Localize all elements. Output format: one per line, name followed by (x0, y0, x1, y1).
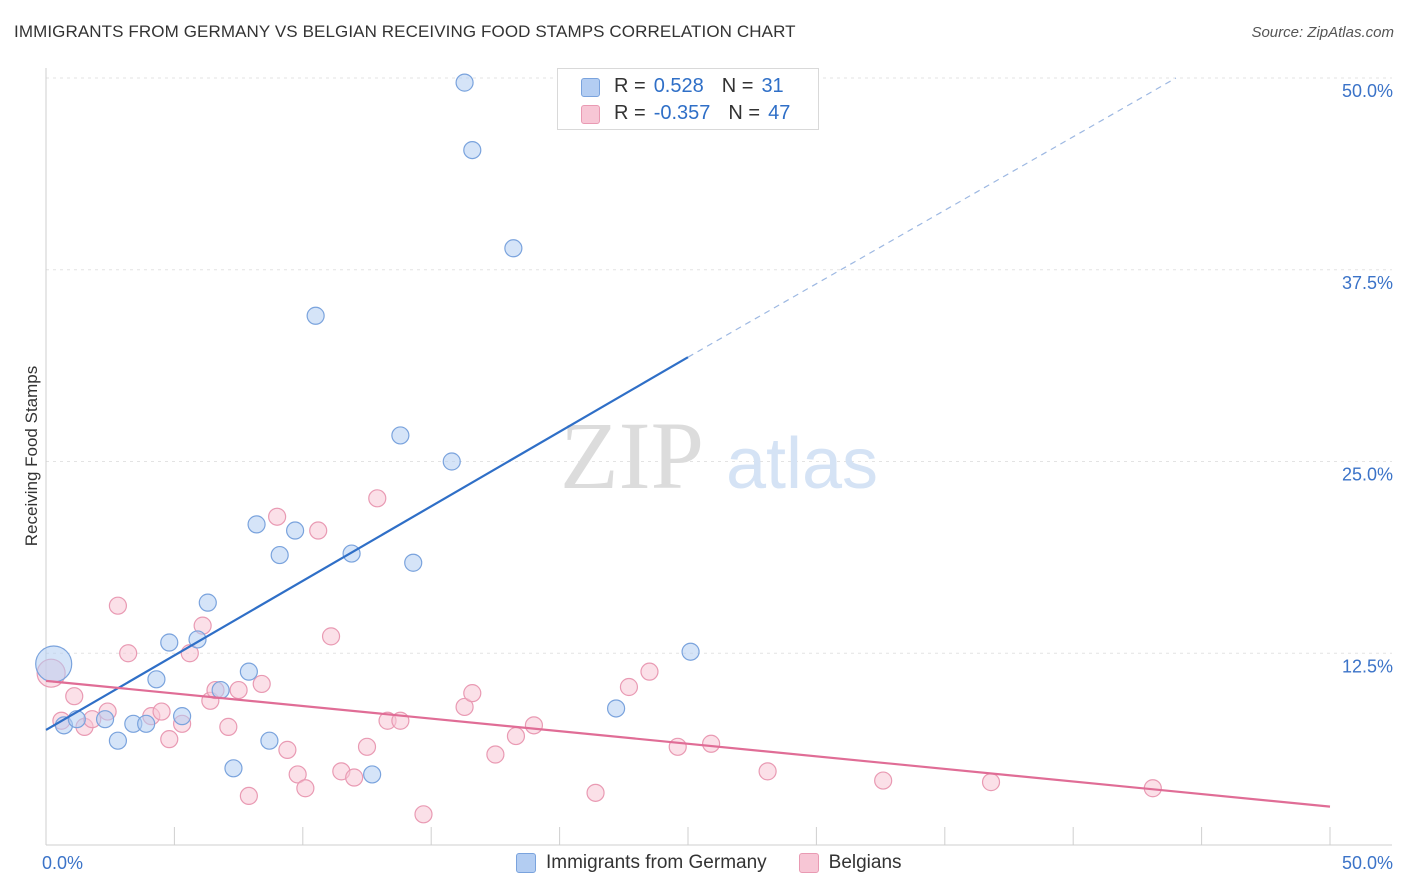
belgians-point (981, 773, 1001, 792)
germany-point (463, 140, 482, 160)
belgians-point (506, 726, 526, 746)
legend-item-germany[interactable]: Immigrants from Germany (516, 852, 767, 874)
belgians-point (357, 737, 377, 756)
germany-point (247, 515, 266, 534)
watermark-zip: ZIP (560, 402, 704, 509)
x-tick-label: 50.0% (1342, 853, 1393, 873)
belgians-point (152, 702, 171, 721)
belgians-point (463, 684, 482, 703)
belgians-point (758, 762, 777, 781)
grid-layer (46, 77, 1392, 654)
source-label: Source: ZipAtlas.com (1251, 24, 1394, 41)
belgians-point (486, 745, 505, 764)
germany-point (239, 662, 258, 681)
belgians-points (36, 489, 1162, 824)
germany-point (147, 670, 166, 689)
stats-row-belgians: R = -0.357 N = 47 (581, 102, 791, 125)
germany-point (504, 239, 523, 258)
y-tick-label: 50.0% (1342, 81, 1393, 101)
germany-point (224, 759, 243, 778)
y-tick-label: 12.5% (1342, 656, 1393, 676)
belgians-point (586, 783, 605, 802)
germany-point (442, 452, 461, 471)
belgians-point (524, 716, 544, 735)
germany-point (211, 680, 230, 700)
r-value: 0.528 (653, 75, 704, 97)
germany-point (173, 707, 192, 726)
belgians-point (160, 730, 179, 749)
r-value: -0.357 (653, 102, 711, 124)
germany-point (108, 731, 128, 750)
germany-point (270, 545, 289, 565)
trend-lines (45, 77, 1331, 808)
germany-point (95, 710, 115, 729)
belgians-point (702, 734, 721, 753)
germany-point (260, 731, 279, 750)
germany-point (160, 633, 179, 652)
legend-label: Immigrants from Germany (546, 852, 767, 873)
n-label: N = (728, 102, 761, 124)
n-label: N = (721, 75, 754, 97)
belgians-point (268, 507, 287, 526)
germany-point (285, 521, 305, 540)
axes-layer (45, 68, 1392, 846)
y-tick-label: 37.5% (1342, 273, 1393, 293)
germany-point (404, 553, 423, 572)
belgians-point (119, 644, 138, 663)
r-label: R = (614, 75, 646, 97)
belgians-point (414, 805, 433, 824)
belgians-point (309, 521, 328, 540)
watermark: ZIP atlas (560, 402, 878, 509)
belgians-point (288, 765, 307, 784)
germany-point (606, 699, 626, 718)
tick-labels: 12.5% 25.0% 37.5% 50.0% 0.0% 50.0% (42, 81, 1393, 873)
belgians-point (619, 677, 639, 697)
germany-point (681, 642, 700, 661)
stats-swatch-pink (581, 105, 600, 124)
belgians-point (640, 662, 659, 681)
belgians-point (368, 489, 387, 508)
belgians-point (455, 697, 474, 717)
belgians-point (321, 627, 341, 646)
germany-point (363, 765, 382, 784)
legend-swatch-pink (798, 853, 819, 873)
belgians-point (108, 596, 128, 615)
n-value: 47 (768, 102, 791, 124)
belgians-point (229, 680, 248, 700)
germany-point (198, 593, 217, 612)
belgians-point (296, 779, 315, 798)
germany-point (137, 714, 156, 733)
germany-trend-extension (687, 77, 1177, 358)
n-value: 31 (761, 75, 784, 97)
belgians-point (345, 768, 364, 787)
germany-trend-line (45, 356, 689, 731)
germany-point (306, 306, 325, 325)
germany-point (35, 645, 73, 683)
germany-point (391, 426, 410, 445)
belgians-point (252, 674, 271, 694)
series-legend: Immigrants from Germany Belgians (516, 852, 902, 874)
y-tick-label: 25.0% (1342, 465, 1393, 485)
watermark-atlas: atlas (726, 424, 878, 504)
belgians-point (278, 740, 297, 759)
stats-swatch-blue (581, 78, 600, 97)
chart-title: IMMIGRANTS FROM GERMANY VS BELGIAN RECEI… (14, 22, 796, 41)
r-label: R = (614, 102, 646, 124)
belgians-trend-line (45, 679, 1331, 808)
legend-label: Belgians (828, 852, 902, 873)
belgians-point (874, 771, 893, 790)
x-tick-label: 0.0% (42, 853, 83, 873)
belgians-point (65, 687, 84, 706)
germany-point (455, 73, 474, 92)
belgians-point (239, 786, 258, 806)
legend-item-belgians[interactable]: Belgians (798, 852, 902, 874)
stats-legend: R = 0.528 N = 31 R = -0.357 N = 47 (557, 68, 819, 130)
belgians-point (219, 717, 238, 736)
stats-row-germany: R = 0.528 N = 31 (581, 75, 784, 98)
belgians-point (668, 737, 687, 756)
legend-swatch-blue (516, 853, 536, 873)
